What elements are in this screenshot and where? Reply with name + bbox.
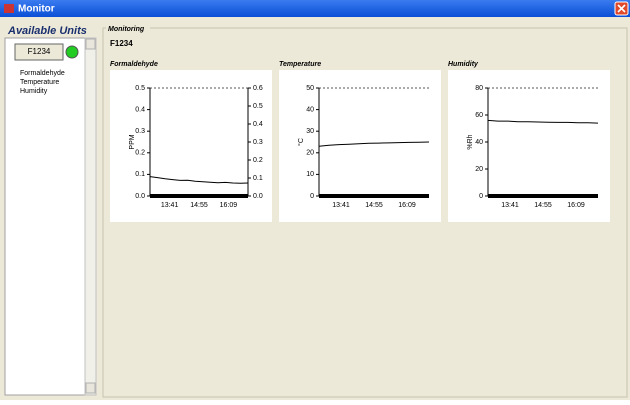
y-tick-label: 0.5 — [135, 85, 145, 92]
y2-tick-label: 0.1 — [253, 175, 263, 182]
monitoring-unit: F1234 — [110, 39, 133, 48]
list-item[interactable]: Humidity — [20, 88, 48, 95]
y-tick-label: 80 — [475, 85, 483, 92]
y-tick-label: 40 — [475, 139, 483, 146]
chart-title: Humidity — [448, 61, 479, 68]
x-axis — [150, 194, 248, 198]
chart-title: Formaldehyde — [110, 61, 158, 68]
y-axis-label: PPM — [129, 134, 136, 149]
y2-tick-label: 0.2 — [253, 157, 263, 164]
y-tick-label: 0.1 — [135, 171, 145, 178]
y-tick-label: 0.4 — [135, 106, 145, 113]
x-tick-label: 14:55 — [365, 202, 383, 209]
y-tick-label: 40 — [306, 106, 314, 113]
y2-tick-label: 0.3 — [253, 139, 263, 146]
x-tick-label: 14:55 — [534, 202, 552, 209]
monitoring-title: Monitoring — [108, 26, 145, 33]
chart-title: Temperature — [279, 61, 321, 68]
y-tick-label: 30 — [306, 128, 314, 135]
y-tick-label: 0.2 — [135, 150, 145, 157]
title-bar — [0, 0, 630, 17]
y-tick-label: 20 — [475, 166, 483, 173]
y-tick-label: 0.3 — [135, 128, 145, 135]
x-tick-label: 14:55 — [190, 202, 208, 209]
y-axis-label: °C — [297, 138, 305, 146]
y2-tick-label: 0.5 — [253, 103, 263, 110]
y-tick-label: 20 — [306, 150, 314, 157]
group-label-bg — [106, 24, 150, 33]
status-led — [65, 45, 79, 59]
unit-button-label: F1234 — [28, 47, 51, 56]
x-axis — [319, 194, 429, 198]
y2-tick-label: 0.4 — [253, 121, 263, 128]
unit-button[interactable] — [14, 43, 64, 61]
scroll-up[interactable] — [85, 38, 96, 50]
y-tick-label: 50 — [306, 85, 314, 92]
y2-tick-label: 0.0 — [253, 193, 263, 200]
window-title: Monitor — [18, 4, 55, 15]
x-tick-label: 13:41 — [501, 202, 519, 209]
app-icon — [4, 4, 14, 13]
y-tick-label: 0 — [479, 193, 483, 200]
y-tick-label: 0 — [310, 193, 314, 200]
list-item[interactable]: Formaldehyde — [20, 70, 65, 77]
unit-list — [4, 37, 86, 396]
y-tick-label: 60 — [475, 112, 483, 119]
close-icon — [617, 4, 626, 13]
sidebar-title: Available Units — [7, 25, 87, 37]
y2-tick-label: 0.6 — [253, 85, 263, 92]
x-tick-label: 16:09 — [398, 202, 416, 209]
list-item[interactable]: Temperature — [20, 79, 59, 86]
y-tick-label: 10 — [306, 171, 314, 178]
x-tick-label: 16:09 — [220, 202, 238, 209]
x-axis — [488, 194, 598, 198]
data-line — [318, 141, 430, 147]
scrollbar[interactable] — [84, 37, 97, 396]
data-line — [149, 176, 249, 184]
x-tick-label: 16:09 — [567, 202, 585, 209]
x-tick-label: 13:41 — [332, 202, 350, 209]
x-tick-label: 13:41 — [161, 202, 179, 209]
y-axis-label: %Rh — [467, 134, 474, 149]
scroll-down[interactable] — [85, 382, 96, 394]
data-line — [487, 119, 599, 124]
monitoring-group — [102, 27, 628, 398]
y-tick-label: 0.0 — [135, 193, 145, 200]
